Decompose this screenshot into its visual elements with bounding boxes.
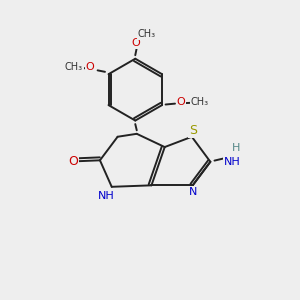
Text: O: O: [176, 97, 185, 107]
Text: O: O: [131, 38, 140, 48]
Text: NH: NH: [224, 157, 241, 167]
Text: N: N: [189, 187, 197, 197]
Text: O: O: [68, 155, 78, 168]
Text: O: O: [85, 62, 94, 72]
Text: CH₃: CH₃: [190, 97, 208, 107]
Text: H: H: [232, 142, 241, 153]
Text: NH: NH: [98, 190, 115, 201]
Text: S: S: [189, 124, 197, 137]
Text: CH₃: CH₃: [65, 62, 83, 72]
Text: CH₃: CH₃: [138, 29, 156, 39]
